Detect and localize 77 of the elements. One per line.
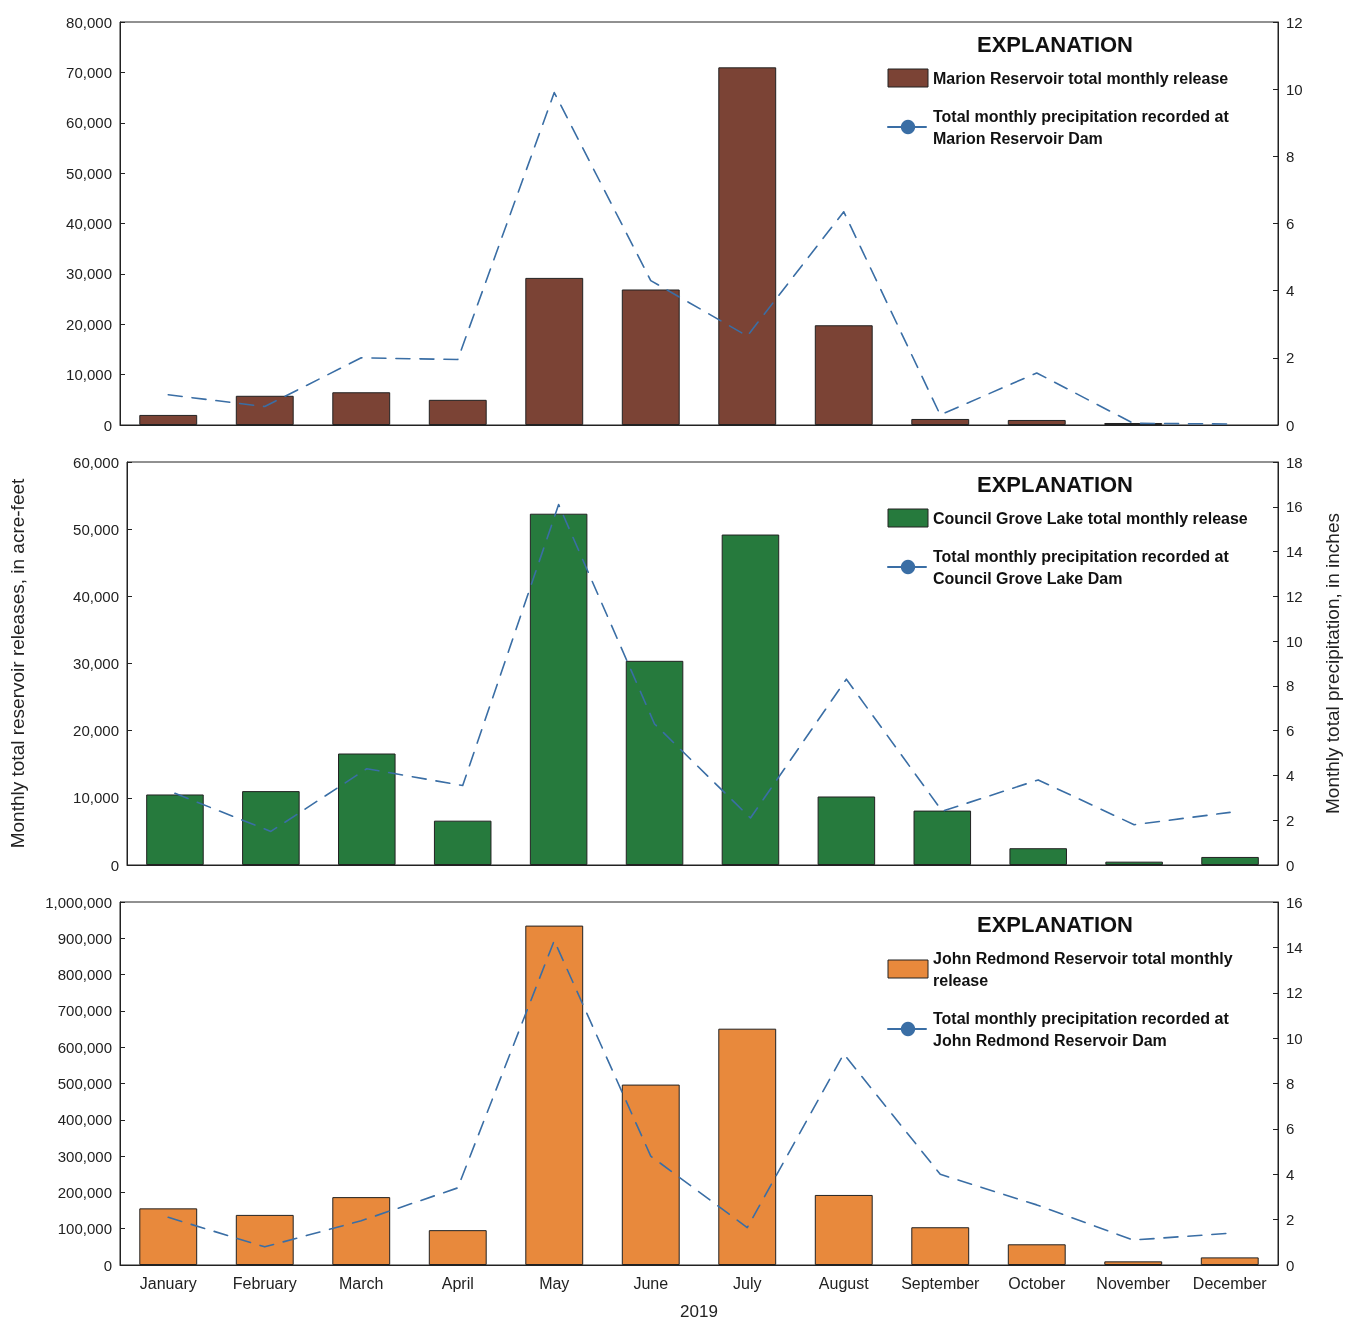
legend-title: EXPLANATION [976, 31, 1134, 57]
y-tick-label: 80,000 [66, 13, 112, 31]
y2-tick-label: 2 [1286, 349, 1295, 367]
y-tick-label: 60,000 [66, 114, 112, 132]
y2-tick-label: 18 [1286, 453, 1303, 471]
x-tick-label: October [1008, 1274, 1066, 1292]
legend-label: Marion Reservoir total monthly release [933, 69, 1229, 87]
y-tick-label: 100,000 [57, 1220, 112, 1238]
legend-title: EXPLANATION [976, 471, 1134, 497]
y-tick-label: 800,000 [57, 966, 112, 984]
y2-tick-label: 16 [1286, 893, 1303, 911]
y2-tick-label: 0 [1286, 856, 1295, 874]
y-tick-label: 10,000 [66, 366, 112, 384]
legend-title: EXPLANATION [976, 911, 1134, 937]
y2-tick-label: 8 [1286, 677, 1295, 695]
x-tick-label: March [339, 1274, 384, 1292]
y2-axis-title: Monthly total precipitation, in inches [1322, 513, 1343, 814]
y2-tick-label: 6 [1286, 722, 1295, 740]
x-tick-label: August [818, 1274, 870, 1292]
y-tick-label: 40,000 [73, 587, 119, 605]
y-tick-label: 900,000 [57, 929, 112, 947]
x-tick-label: June [633, 1274, 669, 1292]
y2-tick-label: 2 [1286, 811, 1295, 829]
x-tick-label: April [441, 1274, 474, 1292]
y2-tick-label: 12 [1286, 984, 1303, 1002]
y2-tick-label: 10 [1286, 632, 1303, 650]
y-tick-label: 0 [103, 1256, 112, 1274]
y-tick-label: 60,000 [73, 453, 119, 471]
x-tick-label: February [232, 1274, 297, 1292]
x-tick-label: May [539, 1274, 570, 1292]
y-tick-label: 30,000 [66, 265, 112, 283]
x-tick-label: January [139, 1274, 197, 1292]
y2-tick-label: 16 [1286, 498, 1303, 516]
y-axis-title: Monthly total reservoir releases, in acre-feet [7, 477, 28, 849]
y2-tick-label: 4 [1286, 282, 1295, 300]
legend-label: Total monthly precipitation recorded at John Redmond Reservoir Dam [933, 1009, 1234, 1049]
y2-tick-label: 2 [1286, 1211, 1295, 1229]
x-tick-label: July [733, 1274, 762, 1292]
y2-tick-label: 8 [1286, 147, 1295, 165]
y-tick-label: 600,000 [57, 1038, 112, 1056]
y2-tick-label: 6 [1286, 1120, 1295, 1138]
y-tick-label: 200,000 [57, 1183, 112, 1201]
y-tick-label: 30,000 [73, 655, 119, 672]
y2-tick-label: 14 [1286, 938, 1303, 956]
y-tick-label: 20,000 [73, 722, 119, 740]
y2-tick-label: 0 [1286, 416, 1295, 434]
y-tick-label: 0 [110, 856, 119, 874]
y2-tick-label: 10 [1286, 80, 1303, 98]
y-tick-label: 500,000 [57, 1075, 112, 1092]
y2-tick-label: 0 [1286, 1256, 1295, 1274]
y2-tick-label: 8 [1286, 1075, 1295, 1092]
y-tick-label: 10,000 [73, 789, 119, 807]
x-tick-label: December [1192, 1274, 1268, 1292]
y-tick-label: 20,000 [66, 315, 112, 333]
x-tick-label: September [901, 1274, 981, 1292]
legend-label: Council Grove Lake total monthly release [933, 509, 1248, 527]
y2-tick-label: 12 [1286, 13, 1303, 31]
y2-tick-label: 12 [1286, 587, 1303, 605]
y-tick-label: 70,000 [66, 63, 112, 81]
y-tick-label: 300,000 [57, 1147, 112, 1165]
y2-tick-label: 4 [1286, 766, 1295, 784]
y-tick-label: 0 [103, 416, 112, 434]
x-axis-title: 2019 [680, 1302, 718, 1321]
legend-label: Total monthly precipitation recorded at Council Grove Lake Dam [933, 547, 1234, 587]
y2-tick-label: 14 [1286, 543, 1303, 561]
y2-tick-label: 6 [1286, 215, 1295, 232]
y-tick-label: 700,000 [57, 1002, 112, 1020]
y-tick-label: 1,000,000 [45, 893, 112, 911]
y2-tick-label: 4 [1286, 1165, 1295, 1183]
y-tick-label: 50,000 [73, 520, 119, 538]
y2-tick-label: 10 [1286, 1029, 1303, 1047]
legend-label: Total monthly precipitation recorded at Marion Reservoir Dam [933, 107, 1234, 147]
y-tick-label: 40,000 [66, 215, 112, 232]
y-tick-label: 50,000 [66, 164, 112, 182]
y-tick-label: 400,000 [57, 1111, 112, 1129]
legend-label: John Redmond Reservoir total monthly release [933, 949, 1238, 989]
x-tick-label: November [1096, 1274, 1171, 1292]
